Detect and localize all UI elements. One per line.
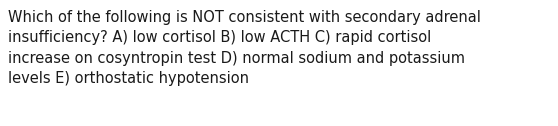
Text: Which of the following is NOT consistent with secondary adrenal
insufficiency? A: Which of the following is NOT consistent…: [8, 10, 481, 86]
